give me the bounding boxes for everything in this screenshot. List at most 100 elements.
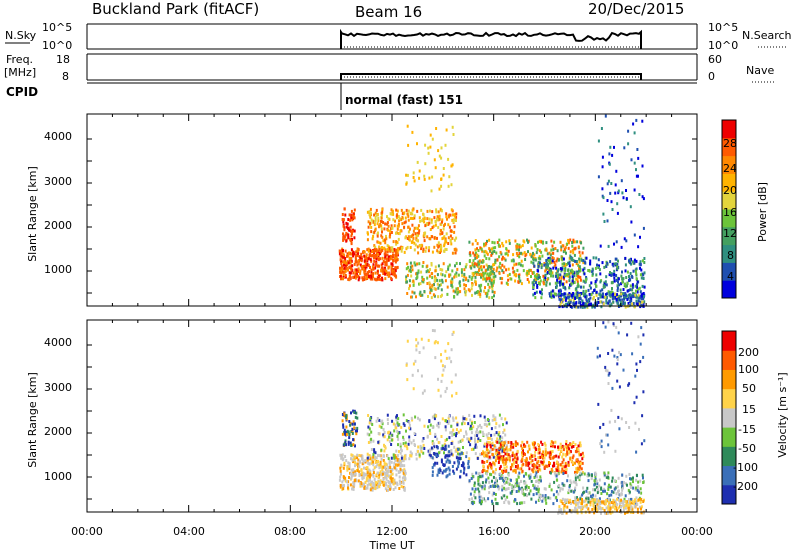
scatter-cell [630, 296, 633, 300]
scatter-cell [623, 297, 626, 301]
scatter-cell [629, 272, 632, 275]
scatter-cell [385, 237, 388, 241]
scatter-cell [451, 280, 454, 284]
scatter-cell [385, 483, 388, 487]
scatter-cell [533, 486, 536, 490]
scatter-cell [344, 439, 347, 443]
scatter-cell [599, 293, 602, 297]
scatter-cell [558, 295, 561, 299]
scatter-cell [603, 487, 606, 491]
scatter-cell [547, 496, 550, 500]
scatter-cell [474, 282, 477, 286]
scatter-cell [514, 239, 517, 243]
scatter-cell [361, 471, 364, 475]
scatter-cell [488, 276, 491, 280]
scatter-cell [503, 463, 506, 467]
scatter-cell [396, 457, 399, 461]
scatter-cell [634, 498, 636, 502]
scatter-cell [498, 271, 501, 275]
scatter-cell [423, 447, 426, 450]
scatter-cell [415, 452, 418, 456]
scatter-cell [470, 266, 473, 270]
scatter-cell [386, 471, 389, 475]
scatter-cell [556, 280, 559, 284]
scatter-cell [600, 127, 603, 130]
scatter-cell [505, 446, 508, 450]
scatter-cell [390, 474, 392, 478]
scatter-cell [628, 509, 631, 513]
scatter-cell [513, 453, 516, 457]
scatter-cell [451, 416, 454, 420]
scatter-cell [503, 428, 506, 432]
scatter-cell [629, 507, 632, 511]
scatter-cell [561, 305, 564, 309]
scatter-cell [510, 478, 512, 482]
scatter-cell [395, 463, 398, 467]
scatter-cell [519, 263, 522, 267]
scatter-cell [535, 500, 537, 504]
scatter-cell [372, 460, 375, 464]
scatter-cell [347, 430, 350, 434]
scatter-cell [347, 268, 349, 272]
scatter-cell [339, 475, 342, 479]
freq-label: Freq. [6, 53, 33, 66]
scatter-cell [363, 466, 365, 470]
scatter-cell [530, 479, 533, 483]
scatter-cell [604, 502, 607, 506]
scatter-cell [389, 431, 392, 435]
scatter-cell [594, 475, 597, 478]
scatter-cell [350, 234, 353, 238]
scatter-cell [585, 256, 588, 260]
scatter-cell [388, 257, 391, 261]
scatter-cell [579, 278, 582, 282]
scatter-cell [527, 474, 530, 478]
scatter-cell [361, 457, 363, 461]
scatter-cell [555, 272, 558, 276]
scatter-cell [485, 423, 488, 427]
scatter-cell [348, 432, 351, 436]
scatter-cell [345, 231, 348, 235]
scatter-cell [571, 272, 574, 275]
scatter-cell [634, 284, 637, 288]
scatter-cell [557, 492, 560, 496]
scatter-cell [540, 263, 543, 266]
scatter-cell [487, 451, 490, 455]
scatter-cell [633, 505, 636, 508]
scatter-cell [437, 377, 439, 381]
scatter-cell [430, 218, 433, 222]
scatter-cell [384, 272, 387, 276]
scatter-cell [529, 252, 532, 256]
scatter-cell [520, 282, 523, 286]
scatter-cell [499, 435, 502, 439]
scatter-cell [473, 253, 476, 257]
scatter-cell [640, 511, 643, 515]
scatter-cell [400, 425, 403, 429]
scatter-cell [610, 490, 613, 493]
scatter-cell [559, 303, 562, 306]
scatter-cell [511, 266, 514, 270]
scatter-cell [406, 262, 409, 266]
scatter-cell [368, 468, 371, 472]
scatter-cell [595, 499, 598, 503]
scatter-cell [543, 278, 546, 282]
scatter-cell [409, 227, 411, 231]
scatter-cell [577, 469, 580, 473]
scatter-cell [562, 250, 565, 254]
scatter-cell [572, 240, 575, 244]
scatter-cell [506, 448, 509, 452]
scatter-cell [385, 263, 388, 267]
scatter-cell [338, 252, 341, 256]
scatter-cell [424, 224, 427, 228]
scatter-cell [409, 265, 412, 269]
scatter-cell [616, 289, 619, 293]
scatter-cell [450, 449, 453, 453]
scatter-cell [516, 254, 519, 257]
scatter-cell [610, 408, 613, 412]
scatter-cell [560, 446, 563, 449]
scatter-cell [594, 498, 597, 502]
scatter-cell [499, 250, 502, 254]
scatter-cell [453, 218, 456, 222]
scatter-cell [568, 484, 571, 487]
scatter-cell [342, 249, 344, 252]
scatter-cell [610, 182, 613, 185]
